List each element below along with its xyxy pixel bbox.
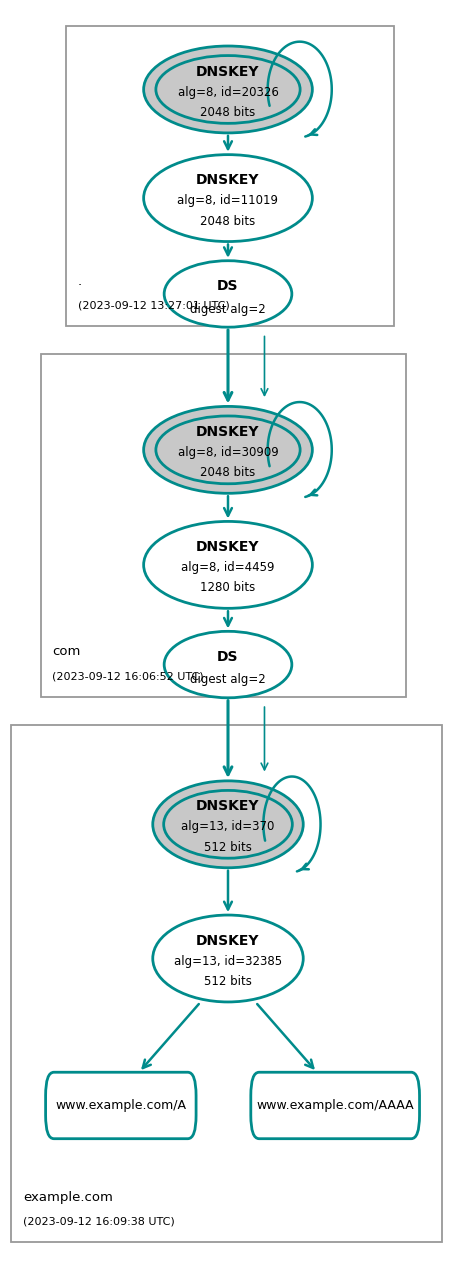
Text: www.example.com/AAAA: www.example.com/AAAA: [256, 1099, 413, 1112]
Text: alg=8, id=11019: alg=8, id=11019: [177, 194, 278, 207]
Text: digest alg=2: digest alg=2: [190, 303, 265, 316]
FancyBboxPatch shape: [46, 1072, 196, 1139]
Text: DNSKEY: DNSKEY: [196, 800, 259, 813]
Ellipse shape: [143, 406, 312, 493]
Text: alg=13, id=370: alg=13, id=370: [181, 820, 274, 833]
Text: 2048 bits: 2048 bits: [200, 106, 255, 119]
Text: alg=8, id=30909: alg=8, id=30909: [177, 446, 278, 459]
Text: DNSKEY: DNSKEY: [196, 65, 259, 78]
Text: www.example.com/A: www.example.com/A: [55, 1099, 186, 1112]
Text: example.com: example.com: [23, 1191, 112, 1204]
Bar: [11, 725, 441, 1242]
Text: DS: DS: [217, 651, 238, 663]
Ellipse shape: [156, 415, 299, 484]
Ellipse shape: [156, 55, 299, 124]
Bar: [41, 354, 405, 697]
Ellipse shape: [163, 790, 292, 859]
Text: 512 bits: 512 bits: [204, 841, 251, 854]
Text: 512 bits: 512 bits: [204, 975, 251, 988]
Text: 1280 bits: 1280 bits: [200, 581, 255, 594]
Text: alg=8, id=4459: alg=8, id=4459: [181, 561, 274, 574]
Ellipse shape: [152, 781, 303, 868]
Text: DNSKEY: DNSKEY: [196, 541, 259, 553]
Ellipse shape: [164, 261, 291, 327]
Text: DNSKEY: DNSKEY: [196, 934, 259, 947]
Text: alg=8, id=20326: alg=8, id=20326: [177, 86, 278, 98]
Text: DNSKEY: DNSKEY: [196, 174, 259, 187]
Text: 2048 bits: 2048 bits: [200, 466, 255, 479]
Ellipse shape: [164, 631, 291, 698]
Text: DS: DS: [217, 280, 238, 293]
Text: digest alg=2: digest alg=2: [190, 674, 265, 686]
Text: 2048 bits: 2048 bits: [200, 215, 255, 227]
Ellipse shape: [143, 46, 312, 133]
Ellipse shape: [152, 915, 303, 1002]
Ellipse shape: [143, 521, 312, 608]
Text: (2023-09-12 13:27:01 UTC): (2023-09-12 13:27:01 UTC): [77, 300, 229, 311]
Text: .: .: [77, 275, 81, 288]
Ellipse shape: [143, 155, 312, 242]
Bar: [66, 26, 394, 326]
Text: alg=13, id=32385: alg=13, id=32385: [173, 955, 282, 967]
Text: (2023-09-12 16:06:52 UTC): (2023-09-12 16:06:52 UTC): [52, 671, 204, 681]
Text: com: com: [52, 645, 81, 658]
Text: DNSKEY: DNSKEY: [196, 426, 259, 438]
FancyBboxPatch shape: [250, 1072, 419, 1139]
Text: (2023-09-12 16:09:38 UTC): (2023-09-12 16:09:38 UTC): [23, 1217, 174, 1227]
